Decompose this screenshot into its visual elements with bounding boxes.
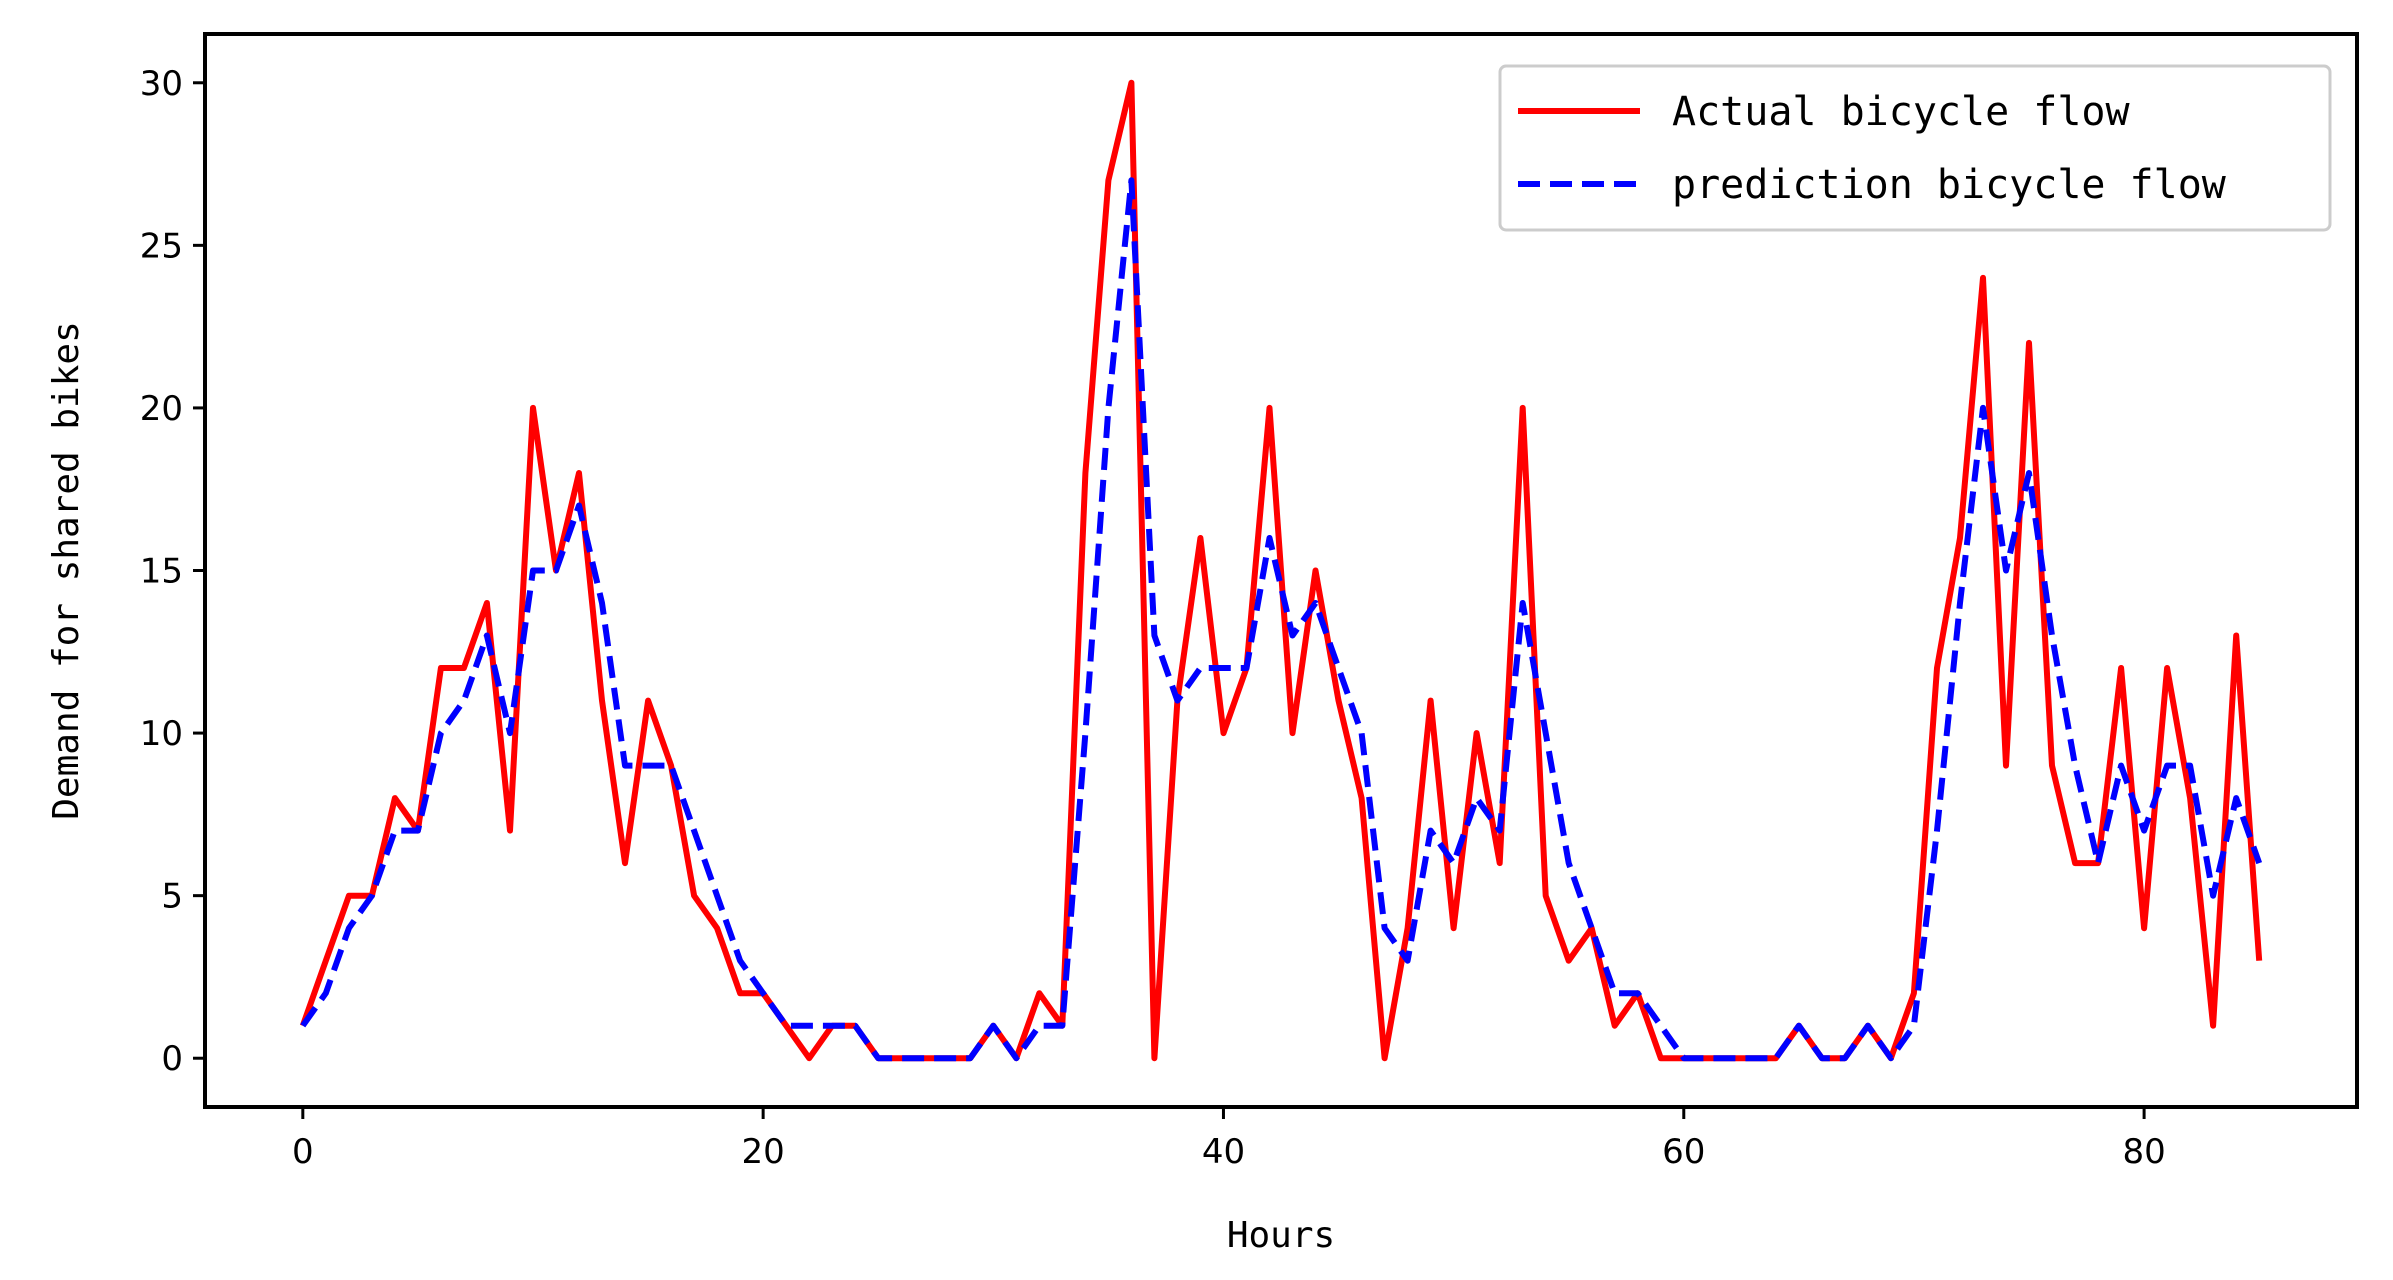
- y-axis-label: Demand for shared bikes: [46, 321, 87, 820]
- y-tick-label: 0: [161, 1039, 183, 1079]
- y-tick-label: 25: [140, 226, 183, 266]
- y-tick-label: 30: [140, 64, 183, 104]
- x-axis-ticks: 0 20 40 60 80: [292, 1107, 2166, 1172]
- legend-box: [1498, 64, 2332, 232]
- series-line-prediction: [300, 177, 2263, 1062]
- legend: Actual bicycle flow prediction bicycle f…: [1498, 64, 2332, 232]
- legend-label-actual: Actual bicycle flow: [1672, 89, 2130, 135]
- x-tick-label: 80: [2122, 1132, 2165, 1172]
- x-tick-label: 20: [742, 1132, 785, 1172]
- y-axis-ticks: 0 5 10 15 20 25 30: [140, 64, 205, 1079]
- x-tick-label: 40: [1202, 1132, 1245, 1172]
- x-tick-label: 60: [1662, 1132, 1705, 1172]
- x-axis-label: Hours: [1227, 1215, 1335, 1256]
- x-tick-label: 0: [292, 1132, 314, 1172]
- y-tick-label: 10: [140, 714, 183, 754]
- y-tick-label: 15: [140, 552, 183, 592]
- legend-label-prediction: prediction bicycle flow: [1672, 162, 2227, 208]
- series-layer: [299, 79, 2263, 1062]
- y-tick-label: 20: [140, 389, 183, 429]
- series-line-actual: [299, 79, 2263, 1062]
- y-tick-label: 5: [161, 877, 183, 917]
